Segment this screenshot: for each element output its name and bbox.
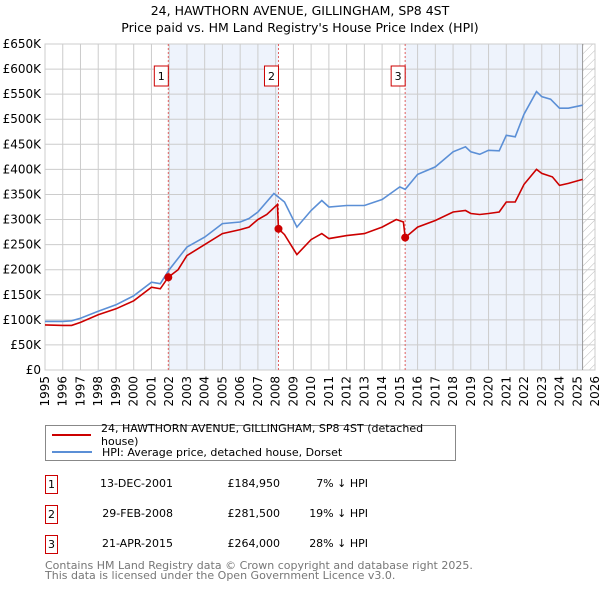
legend-label-property: 24, HAWTHORN AVENUE, GILLINGHAM, SP8 4ST… (101, 422, 424, 448)
sale-marker-box (390, 65, 406, 87)
y-tick-label: £550K (3, 87, 43, 101)
y-tick-label: £50K (10, 338, 42, 352)
transaction-number: 1 (45, 475, 58, 494)
x-tick-label: 2005 (215, 376, 229, 407)
transaction-number: 3 (45, 535, 58, 554)
x-tick-label: 1998 (91, 376, 105, 407)
x-tick-label: 2012 (340, 376, 354, 407)
x-tick-label: 2013 (357, 376, 371, 407)
y-tick-label: £250K (3, 238, 43, 252)
chart-title: 24, HAWTHORN AVENUE, GILLINGHAM, SP8 4ST (150, 3, 450, 18)
footer-licence: This data is licensed under the Open Gov… (45, 569, 396, 582)
hpi-line (45, 90, 583, 323)
legend-swatch-property (52, 434, 91, 436)
x-tick-label: 2009 (286, 376, 300, 407)
x-tick-label: 2020 (482, 376, 496, 407)
x-tick-label: 2018 (446, 376, 460, 407)
transaction-number: 2 (45, 505, 58, 524)
x-tick-label: 2025 (570, 376, 584, 407)
sale-marker-label: 3 (395, 70, 402, 83)
x-tick-label: 2022 (517, 376, 531, 407)
y-tick-label: £100K (3, 313, 43, 327)
x-tick-label: 2003 (180, 376, 194, 407)
sale-marker-label: 1 (158, 70, 165, 83)
x-tick-label: 1996 (56, 376, 70, 407)
transaction-date: 13-DEC-2001 (99, 477, 173, 490)
x-tick-label: 1999 (109, 376, 123, 407)
x-tick-label: 2019 (464, 376, 478, 407)
legend-label-hpi: HPI: Average price, detached house, Dors… (102, 445, 343, 459)
x-tick-label: 2016 (411, 376, 425, 407)
y-tick-label: £200K (3, 263, 43, 277)
transaction-hpi-diff: 19% ↓ HPI (309, 507, 368, 520)
transaction-price: £264,000 (227, 537, 281, 550)
x-tick-label: 2026 (588, 376, 600, 407)
x-tick-label: 2010 (304, 376, 318, 407)
x-tick-label: 1997 (73, 376, 87, 407)
sale-point (164, 273, 173, 282)
y-tick-label: £0 (26, 363, 41, 377)
legend: 24, HAWTHORN AVENUE, GILLINGHAM, SP8 4ST… (45, 422, 456, 461)
x-tick-label: 2001 (144, 376, 158, 407)
x-tick-label: 2006 (233, 376, 247, 407)
transaction-row: 1 13-DEC-2001 £184,950 7% ↓ HPI (45, 475, 445, 495)
sale-point (401, 233, 410, 242)
x-tick-label: 2000 (127, 376, 141, 407)
transaction-row: 3 21-APR-2015 £264,000 28% ↓ HPI (45, 535, 445, 555)
x-tick-label: 2002 (162, 376, 176, 407)
x-tick-label: 2011 (322, 376, 336, 407)
transaction-hpi-diff: 7% ↓ HPI (316, 477, 368, 490)
sale-point (274, 224, 283, 233)
transaction-row: 2 29-FEB-2008 £281,500 19% ↓ HPI (45, 505, 445, 525)
y-tick-label: £350K (3, 187, 43, 201)
x-tick-label: 2024 (553, 376, 567, 407)
x-tick-label: 2004 (198, 376, 212, 407)
transaction-date: 21-APR-2015 (101, 537, 173, 550)
y-tick-label: £500K (3, 112, 43, 126)
transaction-price: £184,950 (227, 477, 281, 490)
x-tick-label: 2023 (535, 376, 549, 407)
x-tick-label: 2015 (393, 376, 407, 407)
y-tick-label: £450K (3, 137, 43, 151)
property-price-line (44, 168, 583, 327)
legend-item-property: 24, HAWTHORN AVENUE, GILLINGHAM, SP8 4ST… (52, 422, 455, 448)
y-tick-label: £400K (3, 162, 43, 176)
x-tick-label: 2017 (428, 376, 442, 407)
sale-marker-box (263, 65, 279, 87)
x-tick-label: 2014 (375, 376, 389, 407)
x-tick-label: 2007 (251, 376, 265, 407)
x-tick-label: 2021 (499, 376, 513, 407)
legend-swatch-hpi (52, 451, 92, 453)
sale-marker-box (153, 65, 169, 87)
chart-subtitle: Price paid vs. HM Land Registry's House … (121, 20, 479, 35)
y-tick-label: £300K (3, 213, 43, 227)
transaction-hpi-diff: 28% ↓ HPI (309, 537, 368, 550)
transaction-price: £281,500 (227, 507, 281, 520)
y-tick-label: £600K (3, 62, 43, 76)
sale-marker-label: 2 (268, 70, 275, 83)
shaded-period (405, 44, 583, 370)
forecast-hatch (582, 44, 595, 370)
y-tick-label: £150K (3, 288, 43, 302)
legend-item-hpi: HPI: Average price, detached house, Dors… (52, 444, 342, 460)
x-tick-label: 2008 (269, 376, 283, 407)
plot-border (44, 43, 596, 371)
x-tick-label: 1995 (38, 376, 52, 407)
transaction-date: 29-FEB-2008 (102, 507, 173, 520)
y-tick-label: £650K (3, 37, 43, 51)
footer-copyright: Contains HM Land Registry data © Crown c… (45, 559, 473, 572)
price-chart: £0 £50K £100K £150K £200K £250K £300K £350K £400… (3, 37, 600, 407)
